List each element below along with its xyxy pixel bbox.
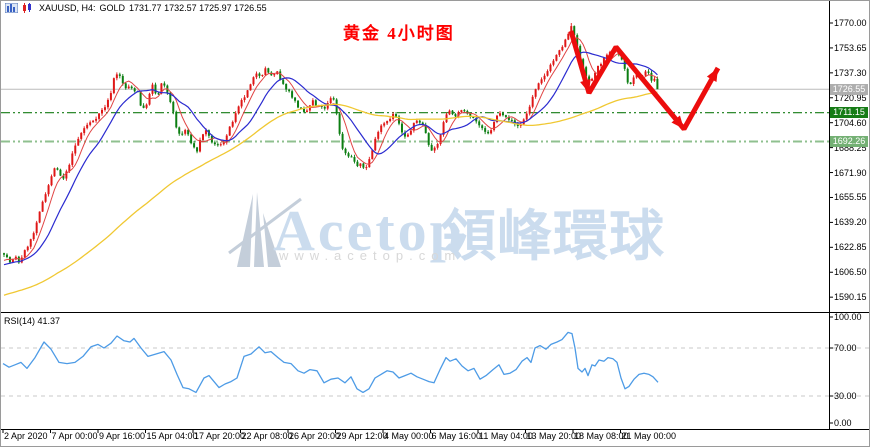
price-axis-label: 1704.60 [834,117,867,128]
time-axis-label: 6 May 16:00 [431,431,482,441]
time-axis-label: 21 May 00:00 [621,431,677,441]
price-axis-label: 1590.15 [834,292,867,303]
price-axis-label: 1753.65 [834,42,867,53]
bar-chart-icon [4,2,19,14]
axis-ticks [2,22,833,433]
price-axis-label: 1639.20 [834,217,867,228]
time-axis-label: 11 May 04:00 [479,431,533,441]
time-axis-label: 13 May 20:00 [526,431,582,441]
price-axis-label: 1770.00 [834,18,867,28]
symbol-name: GOLD [99,3,126,13]
price-axis-label: 1688.25 [834,142,867,153]
symbol-period: XAUUSD, H4: [39,3,96,13]
rsi-label: RSI(14) 41.37 [4,316,61,326]
watermark-brand: Acetop [273,198,465,263]
watermark: Acetop 領峰環球 www.acetop.com [228,192,665,267]
price-axis-label: 1671.90 [834,167,867,178]
moving-average-lines [3,37,658,296]
price-axis-label: 1737.30 [834,67,867,78]
support-level-badge-1: 1711.15 [830,107,868,119]
price-axis-label: 1720.95 [834,92,867,103]
support-level-lines[interactable] [1,112,829,143]
time-axis-label: 4 May 00:00 [384,431,434,441]
symbol-info-bar: XAUUSD, H4: GOLD 1731.77 1732.57 1725.97… [4,2,267,14]
forecast-arrow-annotation[interactable] [568,30,723,133]
time-axis-label: 22 Apr 08:00 [241,431,293,441]
rsi-axis-label: 70.00 [834,343,857,353]
time-axis-label: 26 Apr 20:00 [289,431,341,441]
acetop-logo-icon [228,192,302,267]
watermark-url: www.acetop.com [278,248,461,263]
watermark-cjk: 領峰環球 [441,206,665,267]
time-axis-label: 29 Apr 12:00 [336,431,388,441]
time-axis-label: 2 Apr 2020 [4,431,48,441]
time-axis-label: 15 Apr 04:00 [146,431,198,441]
rsi-axis-label: 100.00 [834,312,862,322]
time-axis-label: 18 May 08:00 [574,431,629,441]
price-axis-label: 1606.50 [834,267,867,278]
support-level-badge-2: 1692.26 [830,136,868,147]
rsi-line [1,331,869,397]
price-axis-label: 1622.85 [834,242,867,253]
chart-heading: 黄金 4小时图 [343,24,455,43]
rsi-axis-label: 30.00 [834,391,857,401]
current-price-badge: 1726.55 [830,83,868,95]
ohlc-values: 1731.77 1732.57 1725.97 1726.55 [129,3,267,13]
time-axis-label: 9 Apr 16:00 [99,431,146,441]
rsi-axis-label: 0.00 [834,418,852,428]
time-axis-label: 7 Apr 00:00 [51,431,98,441]
price-axis-label: 1655.55 [834,192,867,203]
time-axis-label: 17 Apr 20:00 [194,431,246,441]
candlestick-icon [22,3,35,13]
